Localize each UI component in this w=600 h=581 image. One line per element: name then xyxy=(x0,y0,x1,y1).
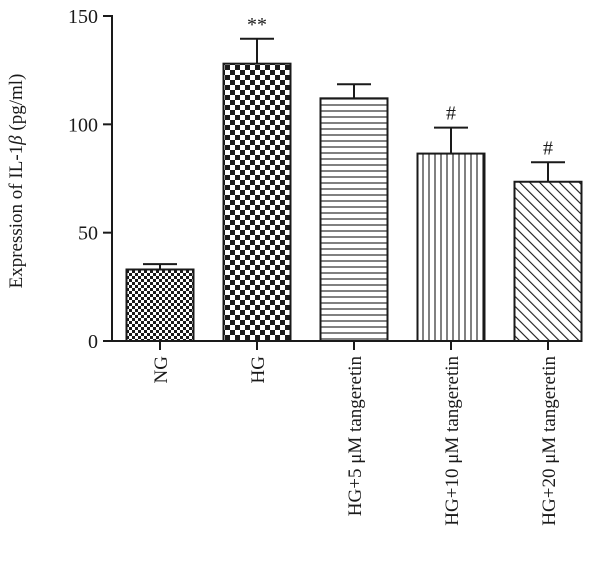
y-axis-label: Expression of IL-1β (pg/ml) xyxy=(6,74,27,289)
y-tick-label: 50 xyxy=(78,223,98,245)
significance-marks: ** # # xyxy=(247,14,553,160)
bars xyxy=(125,62,583,343)
significance-mark: # xyxy=(446,103,456,125)
x-tick-label: HG xyxy=(248,356,269,384)
x-tick-label: HG+10 μM tangeretin xyxy=(442,356,463,526)
y-tick-label: 100 xyxy=(68,114,98,136)
significance-mark: # xyxy=(543,137,553,159)
error-bars xyxy=(143,37,565,270)
x-tick-label: NG xyxy=(151,356,172,384)
bar xyxy=(319,97,389,343)
x-tick-label: HG+20 μM tangeretin xyxy=(539,356,560,526)
bar xyxy=(416,152,486,342)
y-tick-label: 0 xyxy=(88,331,98,353)
bar xyxy=(222,62,292,343)
bar xyxy=(513,180,583,342)
y-tick-label: 150 xyxy=(68,6,98,28)
x-tick-labels: NG HG HG+5 μM tangeretin HG+10 μM tangereti… xyxy=(151,341,560,526)
x-tick-label: HG+5 μM tangeretin xyxy=(345,356,366,517)
y-ticks: 0 50 100 150 xyxy=(68,6,112,353)
significance-mark: ** xyxy=(247,14,267,36)
bar xyxy=(125,268,195,342)
